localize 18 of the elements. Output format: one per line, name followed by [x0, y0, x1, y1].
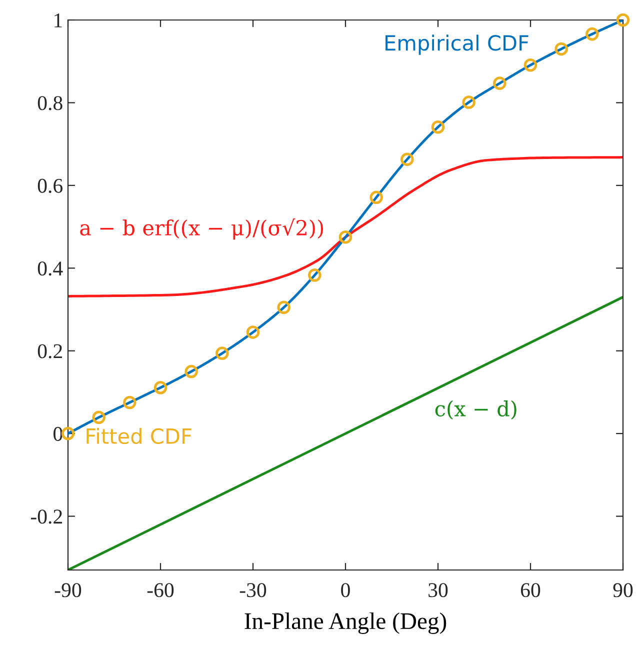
- x-tick-label: -60: [147, 583, 174, 598]
- series-label: a − b erf((x − μ)/(σ√2)): [80, 218, 324, 240]
- y-tick-label: 0.4: [38, 261, 63, 276]
- series-label: Empirical CDF: [386, 34, 528, 55]
- x-tick-label: 0: [341, 583, 350, 598]
- y-tick-label: 1: [54, 13, 62, 28]
- y-tick-label: 0.2: [38, 344, 62, 358]
- x-tick-label: 90: [613, 583, 633, 598]
- x-tick-label: 60: [520, 583, 540, 598]
- y-tick-label: 0.6: [38, 178, 63, 193]
- x-tick-label: 30: [428, 583, 448, 598]
- x-tick-label: -90: [54, 583, 82, 598]
- x-tick-label: -30: [240, 583, 266, 598]
- y-tick-label: 0.8: [38, 96, 62, 110]
- x-axis-title: In-Plane Angle (Deg): [244, 612, 446, 634]
- y-tick-label: -0.2: [30, 510, 62, 524]
- series-label: c(x − d): [435, 400, 516, 420]
- series-label: Fitted CDF: [86, 428, 192, 444]
